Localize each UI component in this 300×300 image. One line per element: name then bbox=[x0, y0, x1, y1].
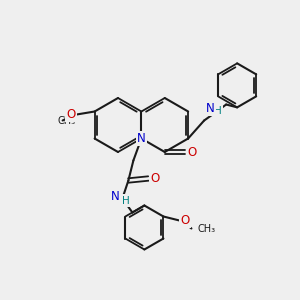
Text: N: N bbox=[137, 132, 146, 145]
Text: N: N bbox=[111, 190, 120, 203]
Text: O: O bbox=[181, 214, 190, 227]
Text: H: H bbox=[122, 196, 129, 206]
Text: N: N bbox=[206, 102, 214, 115]
Text: O: O bbox=[66, 108, 75, 121]
Text: CH₃: CH₃ bbox=[58, 116, 76, 125]
Text: O: O bbox=[187, 146, 196, 158]
Text: H: H bbox=[214, 106, 222, 116]
Text: O: O bbox=[151, 172, 160, 185]
Text: CH₃: CH₃ bbox=[197, 224, 216, 235]
